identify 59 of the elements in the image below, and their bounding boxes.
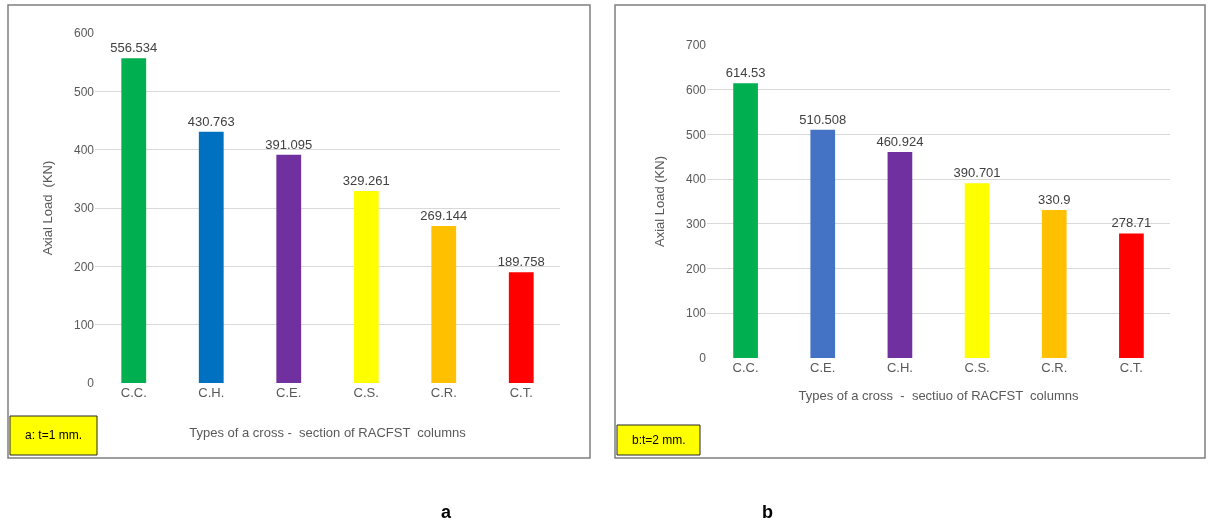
x-tick-label: C.T. [1119, 360, 1143, 375]
bar [431, 226, 457, 383]
y-tick-label: 700 [685, 38, 707, 53]
y-axis-title: Axial Load (KN) [651, 155, 667, 248]
y-tick-label: 0 [87, 376, 95, 391]
x-tick-label: C.H. [198, 385, 225, 400]
bar [353, 190, 379, 383]
bar [964, 183, 990, 358]
data-label: 460.924 [876, 133, 924, 149]
data-label: 330.9 [1037, 192, 1071, 208]
x-tick-label: C.H. [886, 360, 913, 375]
x-axis-title: Types of a cross - section of RACFST columns [189, 424, 467, 440]
x-tick-label: C.S. [964, 360, 990, 375]
y-tick-label: 200 [73, 259, 95, 274]
y-tick-label: 300 [685, 217, 707, 232]
bar [887, 151, 913, 358]
bar [121, 58, 147, 383]
bar [1041, 210, 1067, 358]
y-tick-label: 400 [73, 142, 95, 157]
x-tick-label: C.C. [732, 360, 759, 375]
y-tick-label: 400 [685, 172, 707, 187]
x-tick-label: C.T. [509, 385, 533, 400]
y-tick-label: 300 [73, 201, 95, 216]
x-tick-label: C.E. [276, 385, 302, 400]
bar [276, 154, 302, 383]
y-tick-label: 100 [73, 317, 95, 332]
y-tick-label: 100 [685, 306, 707, 321]
data-label: 189.758 [497, 254, 545, 270]
data-label: 556.534 [110, 40, 158, 56]
x-tick-label: C.C. [120, 385, 147, 400]
y-tick-label: 600 [685, 82, 707, 97]
bar [508, 272, 534, 383]
bar [1119, 233, 1144, 358]
y-axis-title: Axial Load (KN) [39, 160, 55, 256]
y-tick-label: 200 [685, 261, 707, 276]
text: b:t=2 mm. [632, 433, 686, 447]
text: a: t=1 mm. [25, 428, 83, 442]
x-axis-title: Types of a cross - sectiuo of RACFST columns [798, 387, 1080, 403]
data-label: 329.261 [342, 172, 390, 188]
y-tick-label: 500 [73, 84, 95, 99]
y-tick-label: 500 [685, 127, 707, 142]
data-label: 510.508 [799, 111, 847, 127]
y-tick-label: 600 [73, 26, 95, 41]
bar [733, 83, 758, 358]
text: a [441, 502, 452, 522]
y-tick-label: 0 [699, 351, 707, 366]
data-label: 391.095 [265, 136, 313, 152]
x-tick-label: C.R. [1041, 360, 1068, 375]
data-label: 614.53 [725, 65, 766, 81]
x-tick-label: C.S. [353, 385, 379, 400]
bar [810, 129, 836, 358]
bar [198, 131, 224, 383]
data-label: 269.144 [420, 208, 468, 223]
data-label: 278.71 [1111, 215, 1152, 231]
text: b [762, 502, 773, 522]
data-label: 430.763 [187, 113, 235, 129]
x-tick-label: C.R. [430, 385, 457, 400]
x-tick-label: C.E. [810, 360, 836, 375]
data-label: 390.701 [953, 165, 1001, 181]
